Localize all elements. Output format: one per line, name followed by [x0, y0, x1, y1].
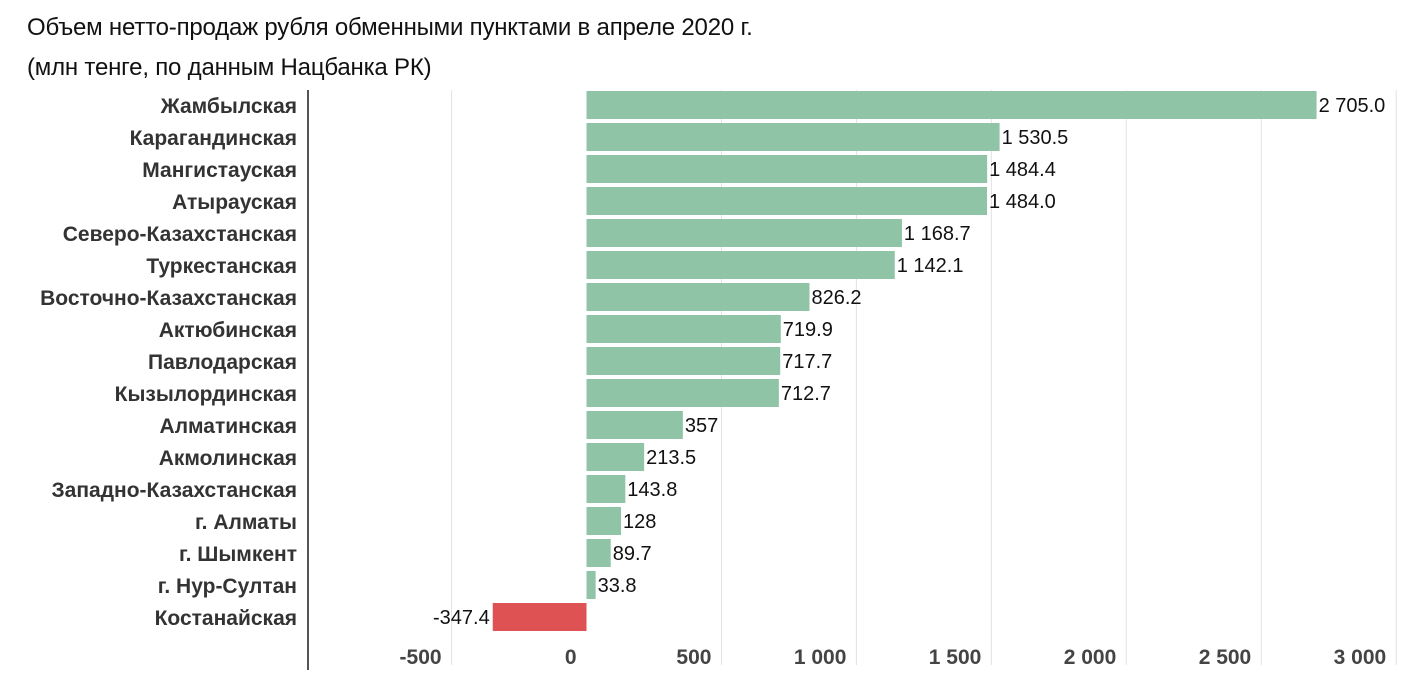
bar-3	[586, 187, 988, 215]
value-label-16: -347.4	[433, 607, 490, 629]
bar-5	[586, 251, 895, 279]
category-label-4: Северо-Казахстанская	[63, 223, 297, 246]
x-tick-label-2: 500	[676, 646, 711, 669]
bar-8	[586, 347, 781, 375]
value-label-3: 1 484.0	[989, 191, 1056, 213]
bar-0	[586, 91, 1317, 119]
value-label-1: 1 530.5	[1002, 127, 1069, 149]
category-label-15: г. Нур-Султан	[158, 575, 297, 598]
category-label-11: Акмолинская	[159, 447, 297, 470]
value-label-12: 143.8	[627, 479, 677, 501]
category-label-6: Восточно-Казахстанская	[40, 287, 297, 310]
bar-1	[586, 123, 1000, 151]
value-label-0: 2 705.0	[1319, 95, 1386, 117]
x-tick-label-6: 2 500	[1199, 646, 1252, 669]
x-tick-label-1: 0	[565, 646, 577, 669]
chart-title: Объем нетто-продаж рубля обменными пункт…	[27, 14, 753, 41]
value-label-2: 1 484.4	[989, 159, 1056, 181]
bar-16	[492, 603, 587, 631]
chart-subtitle: (млн тенге, по данным Нацбанка РК)	[27, 54, 432, 81]
bar-7	[586, 315, 781, 343]
x-tick-label-0: -500	[400, 646, 442, 669]
value-label-10: 357	[685, 415, 718, 437]
bar-9	[586, 379, 779, 407]
category-label-13: г. Алматы	[195, 511, 297, 534]
bar-12	[586, 475, 626, 503]
value-label-15: 33.8	[598, 575, 637, 597]
value-label-9: 712.7	[781, 383, 831, 405]
category-label-16: Костанайская	[155, 607, 297, 630]
category-label-0: Жамбылская	[160, 95, 297, 118]
category-label-1: Карагандинская	[130, 127, 297, 150]
value-label-5: 1 142.1	[897, 255, 964, 277]
bar-15	[586, 571, 596, 599]
bar-6	[586, 283, 810, 311]
value-label-13: 128	[623, 511, 656, 533]
category-label-5: Туркестанская	[146, 255, 297, 278]
category-label-12: Западно-Казахстанская	[52, 479, 298, 502]
bar-11	[586, 443, 645, 471]
category-label-8: Павлодарская	[148, 351, 297, 374]
bar-2	[586, 155, 988, 183]
value-label-6: 826.2	[811, 287, 861, 309]
category-label-2: Мангистауская	[142, 159, 297, 182]
category-label-7: Актюбинская	[159, 319, 297, 342]
bar-13	[586, 507, 622, 535]
value-label-14: 89.7	[613, 543, 652, 565]
category-label-14: г. Шымкент	[179, 543, 297, 566]
category-label-10: Алматинская	[160, 415, 297, 438]
title-block: Объем нетто-продаж рубля обменными пункт…	[27, 8, 753, 88]
value-label-4: 1 168.7	[904, 223, 971, 245]
x-tick-label-4: 1 500	[929, 646, 982, 669]
x-tick-label-5: 2 000	[1064, 646, 1117, 669]
bar-4	[586, 219, 902, 247]
bar-14	[586, 539, 611, 567]
category-label-3: Атырауская	[172, 191, 297, 214]
x-tick-label-3: 1 000	[794, 646, 847, 669]
bar-10	[586, 411, 683, 439]
value-label-8: 717.7	[782, 351, 832, 373]
value-label-7: 719.9	[783, 319, 833, 341]
category-label-9: Кызылординская	[115, 383, 297, 406]
value-label-11: 213.5	[646, 447, 696, 469]
x-tick-label-7: 3 000	[1334, 646, 1387, 669]
